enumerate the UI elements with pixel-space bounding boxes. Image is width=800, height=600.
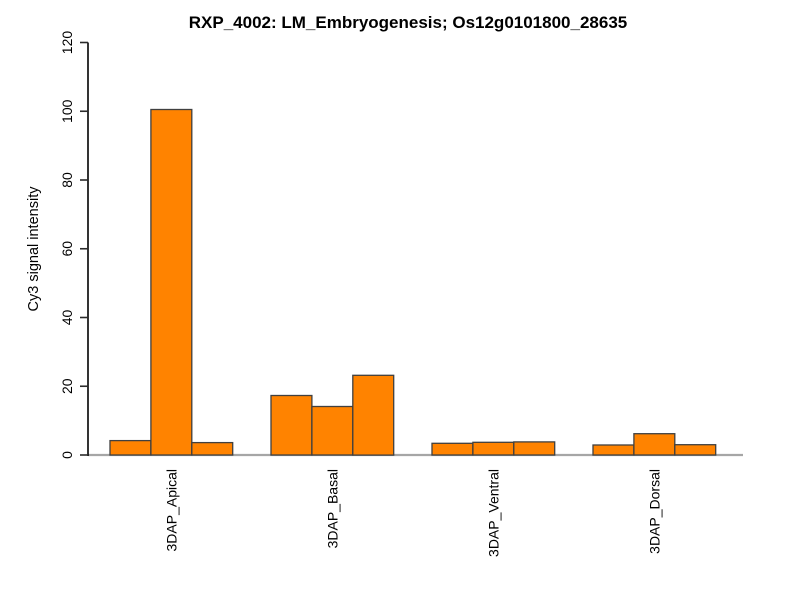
bar xyxy=(431,442,474,456)
y-tick-label: 80 xyxy=(59,172,75,188)
y-tick-label: 60 xyxy=(59,241,75,257)
x-axis-label: 3DAP_Dorsal xyxy=(646,469,662,554)
bar xyxy=(191,441,234,456)
plot-area: 0 20 40 60 80 100 120 3DAP_Apical 3DAP_Basal 3DAP… xyxy=(59,31,743,557)
x-axis-label: 3DAP_Apical xyxy=(163,469,179,552)
bar xyxy=(150,108,193,456)
chart-title: RXP_4002: LM_Embryogenesis; Os12g0101800… xyxy=(189,13,627,32)
y-tick-label: 40 xyxy=(59,310,75,326)
y-axis-title: Cy3 signal intensity xyxy=(26,186,42,312)
y-tick-label: 20 xyxy=(59,378,75,394)
bar xyxy=(270,394,313,456)
x-axis-label: 3DAP_Basal xyxy=(324,469,340,548)
y-tick-label: 0 xyxy=(59,451,75,459)
bar xyxy=(109,439,152,456)
bar xyxy=(352,374,395,456)
bar xyxy=(633,433,676,456)
bar xyxy=(472,441,515,456)
bar xyxy=(513,441,556,456)
bar xyxy=(311,405,354,456)
y-tick-label: 120 xyxy=(59,31,75,55)
x-axis-label: 3DAP_Ventral xyxy=(485,469,501,557)
bar xyxy=(592,444,635,456)
bar xyxy=(674,444,717,456)
y-tick-label: 100 xyxy=(59,99,75,123)
